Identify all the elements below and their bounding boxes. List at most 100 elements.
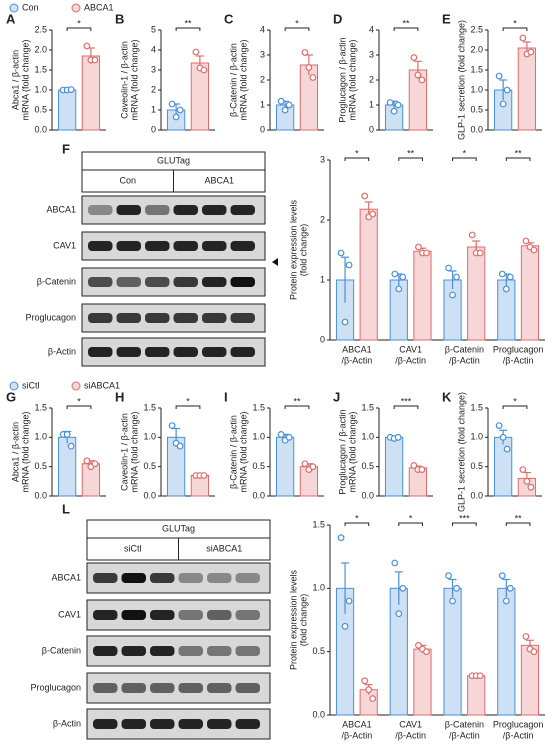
significance-label: * <box>77 396 81 406</box>
blot-band <box>173 241 198 251</box>
blot-band <box>235 683 260 693</box>
data-point <box>369 210 377 218</box>
bar <box>497 587 516 716</box>
data-point <box>445 572 452 580</box>
data-point <box>91 460 99 468</box>
data-point <box>200 66 208 74</box>
blot-band <box>173 347 198 357</box>
data-point <box>519 466 527 474</box>
data-point <box>365 686 373 694</box>
y-tick-label: 0.5 <box>361 461 374 471</box>
cell-line-label: GLUTag <box>157 155 190 165</box>
y-tick-label: 1 <box>369 99 374 109</box>
blot-band <box>202 205 227 215</box>
y-tick-label: 0.5 <box>34 104 47 114</box>
blot-row-label: β-Actin <box>53 718 81 728</box>
y-tick-label: 0.5 <box>470 104 483 114</box>
blot-band <box>230 347 255 357</box>
blot-band <box>121 719 146 729</box>
data-point <box>337 534 345 542</box>
data-point <box>341 622 349 630</box>
x-tick-label: β-Catenin <box>445 344 484 354</box>
data-point <box>391 270 399 278</box>
significance-label: * <box>186 396 190 406</box>
blot-band <box>230 277 255 287</box>
blot-band <box>150 646 175 656</box>
legend-label: siABCA1 <box>84 380 120 390</box>
x-tick-label: ABCA1 <box>342 719 372 729</box>
x-tick-label: /β-Actin <box>395 730 426 740</box>
x-tick-label: /β-Actin <box>449 730 480 740</box>
y-axis-label: Abca1 / β-actin <box>10 422 20 482</box>
y-tick-label: 0 <box>369 124 374 134</box>
y-tick-label: 2.0 <box>34 44 47 54</box>
data-point <box>503 86 511 94</box>
y-tick-label: 1.0 <box>312 583 325 593</box>
y-axis-label: Protein expression levels <box>288 569 298 670</box>
significance-bracket <box>505 522 531 526</box>
panel-label: E <box>442 11 451 26</box>
data-point <box>495 422 503 430</box>
y-axis-label: Caveolin-1 / β-actin <box>119 413 129 491</box>
significance-label: ** <box>184 18 192 28</box>
panel-label: G <box>6 389 16 404</box>
data-point <box>522 633 530 640</box>
y-tick-label: 3 <box>320 154 325 164</box>
y-axis-label: mRNA (fold change) <box>20 39 30 120</box>
data-point <box>345 597 353 605</box>
significance-bracket <box>66 405 92 409</box>
panel-label: J <box>333 389 340 404</box>
blot-band <box>207 610 232 620</box>
blot-band <box>230 313 255 323</box>
y-tick-label: 2 <box>369 74 374 84</box>
y-axis-label: Proglucagon / β-actin <box>337 37 347 122</box>
significance-bracket <box>344 522 370 526</box>
y-tick-label: 1.5 <box>361 402 374 412</box>
y-tick-label: 2 <box>151 84 156 94</box>
blot-row-label: ABCA1 <box>46 204 76 214</box>
data-point <box>337 249 345 257</box>
data-point <box>391 559 399 567</box>
data-point <box>200 472 208 479</box>
data-point <box>503 445 511 453</box>
blot-band <box>235 646 260 656</box>
blot-band <box>145 347 170 357</box>
blot-band <box>145 277 170 287</box>
x-tick-label: /β-Actin <box>395 355 426 365</box>
y-tick-label: 0.5 <box>34 461 47 471</box>
blot-band <box>116 277 141 287</box>
data-point <box>418 466 426 474</box>
data-point <box>527 483 535 491</box>
y-tick-label: 1.5 <box>312 519 325 529</box>
y-tick-label: 1.5 <box>143 402 156 412</box>
y-tick-label: 0.5 <box>312 646 325 656</box>
y-axis-label: mRNA (fold change) <box>238 39 248 120</box>
y-tick-label: 1.5 <box>252 402 265 412</box>
data-point <box>341 318 349 326</box>
data-point <box>285 101 293 109</box>
blot-band <box>202 241 227 251</box>
y-tick-label: 5 <box>151 24 156 34</box>
blot-band <box>121 646 146 656</box>
y-tick-label: 1.0 <box>143 432 156 442</box>
blot-band <box>88 277 113 287</box>
data-point <box>172 113 180 121</box>
significance-label: ** <box>515 513 523 523</box>
x-tick-label: β-Catenin <box>445 719 484 729</box>
blot-band <box>145 313 170 323</box>
y-tick-label: 3 <box>151 64 156 74</box>
significance-bracket <box>175 27 201 31</box>
y-tick-label: 0.5 <box>143 461 156 471</box>
data-point <box>506 273 514 281</box>
significance-label: * <box>77 18 81 28</box>
blot-band <box>202 313 227 323</box>
y-tick-label: 4 <box>260 24 265 34</box>
y-axis-label: GLP-1 secretion (fold change) <box>456 392 466 512</box>
data-point <box>301 460 309 468</box>
y-tick-label: 2.0 <box>470 44 483 54</box>
panel-label: C <box>224 11 234 26</box>
y-tick-label: 1 <box>151 104 156 114</box>
data-point <box>410 462 418 469</box>
y-tick-label: 4 <box>151 44 156 54</box>
significance-bracket <box>398 157 423 161</box>
